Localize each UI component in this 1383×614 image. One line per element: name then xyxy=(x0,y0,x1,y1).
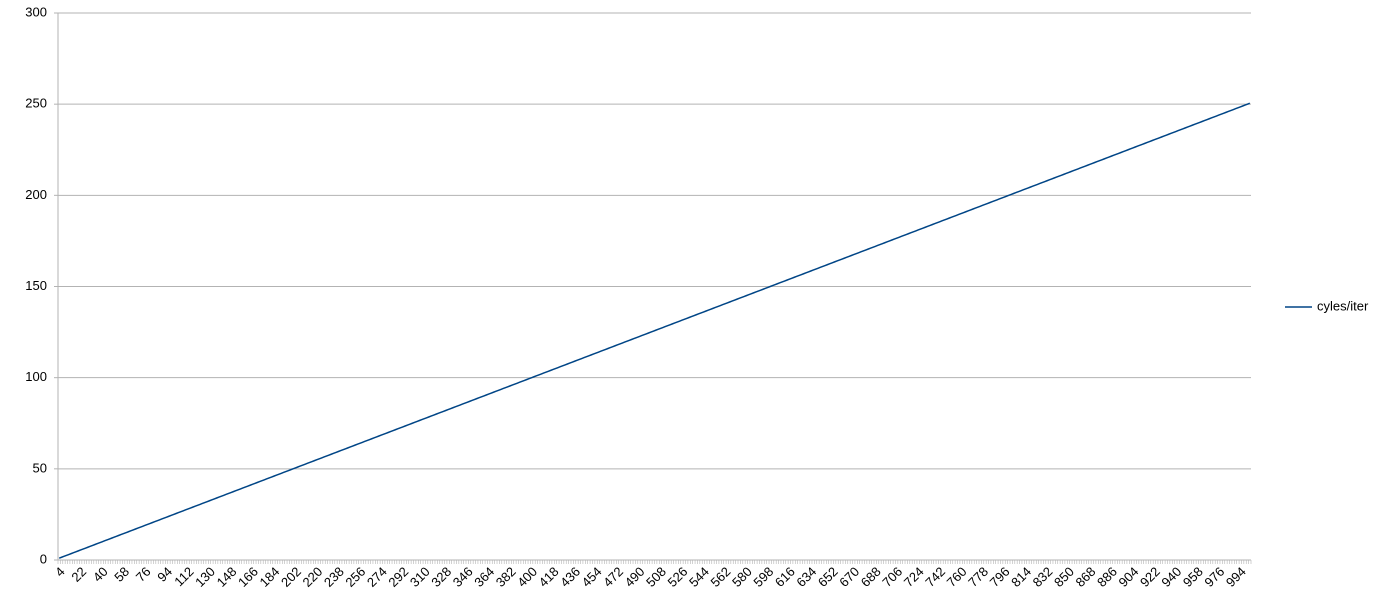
x-tick-label: 364 xyxy=(471,564,497,590)
x-tick-label: 220 xyxy=(299,564,325,590)
x-tick-label: 238 xyxy=(321,564,347,590)
x-tick-label: 184 xyxy=(257,564,283,590)
x-tick-label: 904 xyxy=(1115,564,1141,590)
x-tick-label: 652 xyxy=(815,564,841,590)
x-tick-label: 670 xyxy=(836,564,862,590)
y-tick-label: 150 xyxy=(25,278,47,293)
x-tick-label: 508 xyxy=(643,564,669,590)
x-tick-label: 814 xyxy=(1008,564,1034,590)
x-tick-label: 562 xyxy=(707,564,733,590)
x-tick-label: 4 xyxy=(52,564,68,580)
x-tick-label: 922 xyxy=(1137,564,1163,590)
x-tick-label: 328 xyxy=(428,564,454,590)
y-tick-label: 50 xyxy=(33,460,47,475)
x-tick-label: 274 xyxy=(364,564,390,590)
x-tick-label: 580 xyxy=(729,564,755,590)
x-tick-label: 598 xyxy=(750,564,776,590)
x-tick-label: 256 xyxy=(342,564,368,590)
x-tick-label: 634 xyxy=(793,564,819,590)
x-tick-label: 526 xyxy=(665,564,691,590)
x-tick-label: 490 xyxy=(622,564,648,590)
x-tick-label: 958 xyxy=(1180,564,1206,590)
x-tick-label: 616 xyxy=(772,564,798,590)
x-tick-label: 544 xyxy=(686,564,712,590)
x-tick-label: 148 xyxy=(214,564,240,590)
x-tick-label: 724 xyxy=(901,564,927,590)
x-tick-label: 850 xyxy=(1051,564,1077,590)
x-tick-label: 436 xyxy=(557,564,583,590)
x-tick-label: 400 xyxy=(514,564,540,590)
y-tick-label: 200 xyxy=(25,187,47,202)
x-tick-label: 58 xyxy=(111,564,132,585)
x-tick-label: 994 xyxy=(1223,564,1249,590)
x-tick-label: 742 xyxy=(922,564,948,590)
series-line xyxy=(58,102,1251,559)
x-tick-label: 778 xyxy=(965,564,991,590)
x-tick-label: 166 xyxy=(235,564,261,590)
x-tick-label: 832 xyxy=(1030,564,1056,590)
x-tick-label: 202 xyxy=(278,564,304,590)
x-tick-label: 868 xyxy=(1073,564,1099,590)
y-tick-label: 100 xyxy=(25,369,47,384)
x-tick-label: 382 xyxy=(493,564,519,590)
x-tick-label: 796 xyxy=(987,564,1013,590)
x-tick-label: 112 xyxy=(171,564,196,589)
y-tick-label: 300 xyxy=(25,4,47,19)
x-tick-label: 310 xyxy=(407,564,433,590)
x-tick-label: 688 xyxy=(858,564,884,590)
legend-label: cyles/iter xyxy=(1317,298,1369,313)
x-tick-label: 706 xyxy=(879,564,905,590)
x-tick-label: 940 xyxy=(1158,564,1184,590)
x-tick-label: 130 xyxy=(192,564,218,590)
y-tick-label: 250 xyxy=(25,96,47,111)
x-tick-label: 760 xyxy=(944,564,970,590)
x-tick-label: 346 xyxy=(450,564,476,590)
x-tick-label: 472 xyxy=(600,564,626,590)
x-tick-label: 454 xyxy=(579,564,605,590)
x-tick-label: 976 xyxy=(1201,564,1227,590)
x-tick-label: 40 xyxy=(90,564,111,585)
x-tick-label: 418 xyxy=(536,564,562,590)
y-tick-label: 0 xyxy=(40,551,47,566)
x-tick-label: 886 xyxy=(1094,564,1120,590)
x-tick-label: 94 xyxy=(154,564,175,585)
x-tick-label: 292 xyxy=(385,564,411,590)
x-tick-label: 76 xyxy=(133,564,154,585)
x-tick-label: 22 xyxy=(68,564,89,585)
